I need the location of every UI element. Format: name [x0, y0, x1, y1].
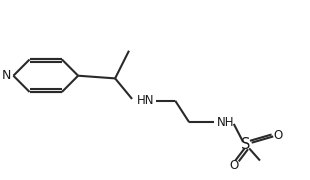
Text: N: N [2, 69, 11, 82]
Text: NH: NH [217, 116, 234, 129]
Text: HN: HN [137, 94, 154, 107]
Text: O: O [274, 129, 283, 142]
Text: O: O [229, 159, 238, 172]
Text: S: S [241, 137, 251, 152]
